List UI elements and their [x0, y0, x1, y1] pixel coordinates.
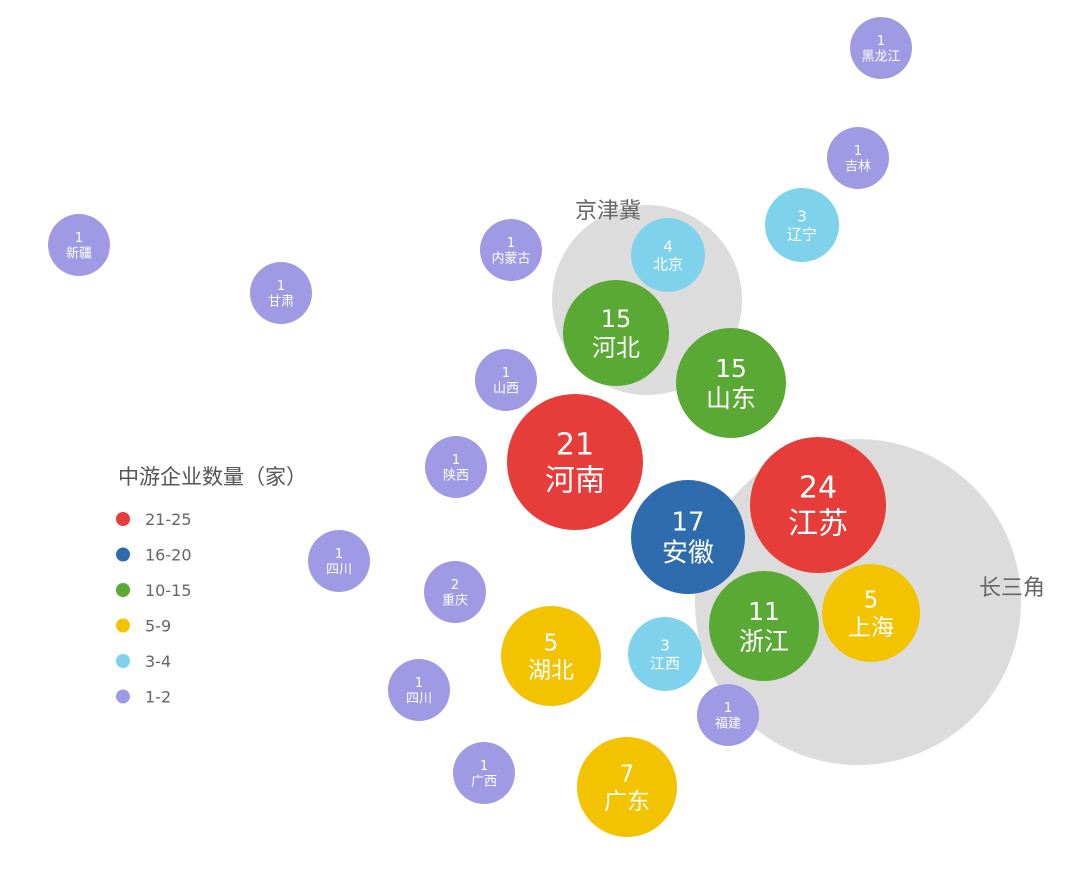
- bubble-value: 1: [724, 701, 732, 716]
- legend-label: 5-9: [145, 617, 171, 636]
- bubble-label: 甘肃: [268, 294, 294, 309]
- bubble-label: 湖北: [528, 658, 574, 684]
- bubble-value: 2: [451, 578, 459, 593]
- bubble-河南: [507, 394, 643, 530]
- bubble-label: 黑龙江: [861, 49, 900, 64]
- bubble-value: 4: [663, 237, 673, 255]
- bubble-label: 安徽: [662, 539, 714, 569]
- legend-swatch: [116, 583, 130, 597]
- bubble-value: 15: [601, 305, 632, 333]
- bubble-value: 1: [335, 547, 343, 562]
- bubble-福建: [697, 684, 759, 746]
- bubble-甘肃: [250, 262, 312, 324]
- bubble-label: 江苏: [788, 507, 848, 542]
- bubble-value: 11: [748, 597, 780, 626]
- bubble-value: 21: [556, 428, 594, 463]
- bubble-山西: [475, 349, 537, 411]
- bubble-内蒙古: [480, 219, 542, 281]
- group-label: 京津冀: [575, 199, 641, 224]
- bubble-label: 吉林: [845, 159, 871, 174]
- bubble-value: 5: [544, 630, 559, 656]
- bubble-新疆: [48, 214, 110, 276]
- bubble-value: 17: [671, 508, 704, 538]
- bubble-value: 1: [877, 34, 885, 49]
- legend-label: 3-4: [145, 652, 171, 671]
- bubble-value: 1: [277, 279, 285, 294]
- bubble-label: 河北: [592, 334, 640, 362]
- bubble-北京: [631, 218, 705, 292]
- bubble-label: 广东: [604, 789, 650, 815]
- bubble-value: 7: [620, 761, 635, 787]
- legend-swatch: [116, 547, 130, 562]
- bubble-label: 江西: [650, 654, 680, 672]
- bubble-value: 1: [480, 759, 488, 774]
- bubble-江西: [628, 617, 702, 691]
- bubble-label: 陕西: [443, 468, 469, 483]
- bubble-value: 1: [75, 231, 83, 246]
- bubble-label: 山东: [706, 384, 756, 413]
- bubble-value: 3: [797, 207, 807, 225]
- bubble-黑龙江: [850, 17, 912, 79]
- legend-swatch: [116, 618, 130, 633]
- bubble-value: 24: [799, 471, 837, 506]
- legend-label: 16-20: [145, 546, 192, 565]
- legend-label: 1-2: [145, 688, 171, 707]
- bubble-value: 1: [854, 144, 862, 159]
- bubble-label: 上海: [848, 615, 894, 641]
- bubble-陕西: [425, 436, 487, 498]
- bubble-湖北: [501, 606, 601, 706]
- bubble-江苏: [750, 437, 886, 573]
- bubble-四川: [388, 659, 450, 721]
- bubble-label: 四川: [326, 562, 352, 577]
- bubble-label: 北京: [653, 255, 683, 273]
- bubble-label: 四川: [406, 691, 432, 706]
- bubble-广西: [453, 742, 515, 804]
- bubble-label: 河南: [545, 464, 605, 499]
- bubble-河北: [563, 280, 669, 386]
- bubble-label: 山西: [493, 381, 519, 396]
- bubble-value: 15: [715, 354, 747, 383]
- bubble-山东: [676, 328, 786, 438]
- legend-swatch: [116, 654, 130, 668]
- bubble-value: 1: [452, 453, 460, 468]
- bubble-value: 1: [507, 236, 515, 251]
- legend-swatch: [116, 689, 130, 704]
- bubble-上海: [822, 564, 920, 662]
- bubble-label: 广西: [471, 774, 497, 789]
- bubble-label: 福建: [715, 716, 741, 731]
- bubble-四川: [308, 530, 370, 592]
- bubble-安徽: [631, 480, 745, 594]
- bubble-重庆: [424, 561, 486, 623]
- bubble-label: 浙江: [739, 627, 789, 656]
- bubble-value: 5: [864, 587, 879, 613]
- legend-label: 10-15: [145, 581, 192, 600]
- group-label: 长三角: [979, 576, 1045, 601]
- legend-swatch: [116, 512, 130, 526]
- bubble-广东: [577, 737, 677, 837]
- bubble-label: 重庆: [442, 592, 468, 608]
- bubble-label: 新疆: [66, 245, 92, 261]
- bubble-value: 3: [660, 636, 670, 654]
- bubble-value: 1: [502, 366, 510, 381]
- legend-title: 中游企业数量（家）: [118, 465, 307, 489]
- bubble-辽宁: [765, 188, 839, 262]
- bubble-浙江: [709, 571, 819, 681]
- bubble-value: 1: [415, 676, 423, 691]
- bubble-label: 内蒙古: [491, 250, 530, 266]
- bubble-label: 辽宁: [787, 225, 817, 243]
- bubble-吉林: [827, 127, 889, 189]
- legend-label: 21-25: [145, 510, 192, 529]
